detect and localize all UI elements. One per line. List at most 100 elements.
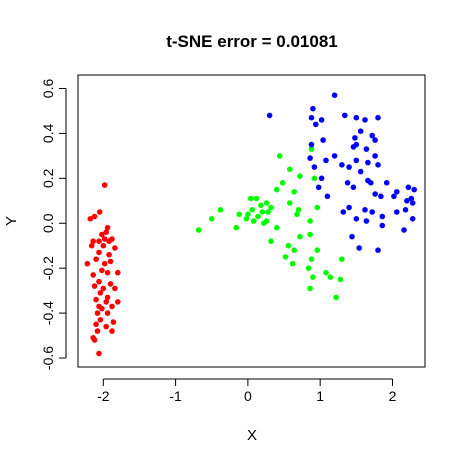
data-point [323, 157, 329, 164]
y-tick-label: 0.6 [40, 79, 56, 99]
data-point [248, 195, 254, 202]
data-point [352, 135, 358, 141]
data-point [311, 175, 318, 182]
x-tick-label: -2 [97, 388, 110, 404]
data-point [375, 162, 381, 168]
data-point [112, 245, 118, 251]
data-point [289, 260, 296, 267]
data-point [255, 213, 261, 220]
y-tick-label: 0.4 [40, 123, 56, 143]
data-point [291, 189, 298, 195]
data-point [243, 216, 250, 222]
data-point [287, 166, 293, 173]
data-point [103, 299, 109, 305]
data-point [405, 184, 412, 191]
data-point [369, 132, 376, 139]
data-point [266, 112, 273, 119]
data-point [274, 186, 280, 193]
data-point [110, 319, 117, 325]
data-point [372, 137, 378, 143]
data-point [258, 202, 264, 209]
data-point [217, 207, 224, 213]
data-point [99, 231, 105, 238]
data-point [368, 180, 374, 186]
data-point [101, 260, 108, 267]
data-point [265, 209, 271, 215]
data-point [96, 209, 103, 215]
data-point [339, 256, 345, 263]
data-point [310, 105, 316, 112]
data-point [310, 274, 316, 281]
data-point [378, 193, 384, 200]
y-axis-label: Y [3, 216, 20, 226]
data-point [409, 216, 416, 222]
data-point [320, 137, 326, 143]
x-axis-label: X [247, 427, 257, 444]
data-point [350, 144, 357, 150]
data-point [109, 328, 115, 334]
data-point [379, 222, 386, 229]
data-point [91, 337, 98, 343]
data-point [409, 200, 416, 206]
data-point [307, 155, 313, 161]
plot-frame [77, 74, 426, 368]
data-point [315, 184, 322, 191]
data-point [411, 186, 418, 193]
data-point [404, 198, 410, 204]
data-point [342, 112, 348, 119]
data-point [88, 242, 95, 249]
data-point [353, 114, 360, 121]
y-tick-label: 0.2 [40, 168, 56, 188]
data-point [263, 200, 270, 206]
y-tick-label: -0.6 [40, 346, 56, 370]
data-point [115, 299, 121, 305]
data-point [346, 164, 352, 170]
data-point [97, 317, 104, 323]
data-point [90, 272, 96, 278]
data-point [104, 294, 111, 301]
data-point [307, 218, 313, 224]
data-point [103, 323, 109, 330]
data-point [363, 218, 370, 224]
x-tick-label: 0 [244, 388, 252, 404]
data-point [96, 249, 102, 256]
data-point [318, 117, 325, 123]
data-point [96, 278, 102, 285]
data-point [291, 247, 298, 253]
data-point [100, 285, 107, 292]
data-point [233, 224, 240, 231]
data-point [365, 159, 371, 166]
data-point [285, 242, 292, 249]
data-point [93, 296, 99, 303]
axes: -2 -1 0 1 2 -0.6 -0.4 -0.2 0.0 0.2 0.4 0.6 [40, 79, 397, 404]
data-point [327, 274, 334, 281]
data-point [268, 238, 274, 244]
data-point [353, 157, 360, 164]
data-point [250, 218, 257, 224]
data-point [408, 195, 415, 202]
data-point [282, 254, 289, 260]
data-point [274, 224, 280, 231]
data-point [333, 294, 339, 301]
data-point [249, 207, 255, 213]
data-point [324, 193, 331, 200]
data-point [115, 269, 121, 276]
data-point [96, 350, 102, 357]
data-point [307, 231, 313, 238]
data-point [261, 220, 267, 226]
data-point [268, 204, 274, 211]
x-tick-label: 1 [316, 388, 324, 404]
data-point [340, 209, 347, 215]
data-point [297, 173, 303, 179]
data-point [308, 146, 315, 152]
data-point [93, 321, 99, 328]
data-points [84, 92, 418, 357]
data-point [313, 121, 319, 128]
data-point [91, 213, 98, 220]
data-point [104, 224, 111, 231]
data-point [84, 260, 91, 267]
data-point [106, 251, 112, 258]
data-point [337, 276, 344, 283]
data-point [287, 200, 293, 206]
data-point [375, 247, 381, 253]
